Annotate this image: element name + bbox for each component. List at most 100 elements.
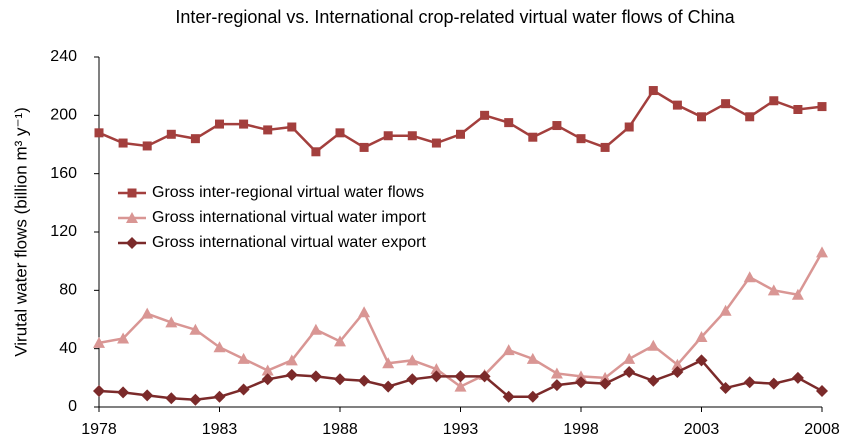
marker	[769, 96, 779, 106]
y-tick-label: 200	[50, 107, 77, 124]
marker	[213, 390, 226, 403]
marker	[358, 374, 371, 387]
marker	[430, 363, 443, 375]
marker	[118, 138, 128, 148]
marker	[93, 384, 105, 397]
marker	[261, 364, 274, 376]
chart-title: Inter-regional vs. International crop-re…	[175, 7, 735, 27]
marker	[261, 373, 274, 386]
x-tick-label: 1983	[202, 421, 238, 438]
marker	[576, 134, 586, 144]
marker	[117, 386, 130, 399]
marker	[126, 212, 138, 223]
marker	[166, 129, 176, 139]
marker	[721, 99, 731, 109]
marker	[575, 370, 587, 382]
marker	[671, 366, 684, 378]
marker	[480, 110, 490, 120]
marker	[599, 371, 612, 383]
marker	[334, 373, 346, 386]
marker	[502, 344, 515, 356]
marker	[550, 379, 563, 392]
marker	[189, 393, 202, 406]
marker	[623, 366, 636, 378]
marker	[697, 112, 706, 122]
marker	[745, 112, 755, 122]
marker	[719, 304, 732, 316]
marker	[600, 142, 610, 152]
x-tick-label: 1978	[81, 421, 117, 438]
marker	[456, 129, 465, 139]
marker	[287, 122, 297, 132]
y-tick-label: 120	[50, 223, 77, 240]
marker	[431, 138, 441, 148]
marker	[454, 380, 467, 392]
marker	[309, 370, 322, 383]
marker	[528, 132, 538, 142]
marker	[165, 316, 178, 328]
marker	[623, 352, 636, 364]
y-tick-label: 40	[59, 340, 77, 357]
marker	[647, 339, 660, 351]
x-tick-label: 1988	[322, 421, 358, 438]
series-line	[98, 251, 824, 389]
marker	[126, 237, 138, 249]
marker	[285, 368, 298, 381]
marker	[647, 374, 660, 387]
legend-label: Gross international virtual water export	[152, 234, 426, 251]
y-tick-label: 240	[50, 48, 77, 65]
marker	[215, 119, 224, 129]
marker	[672, 100, 682, 110]
marker	[504, 118, 514, 128]
marker	[311, 147, 321, 157]
marker	[719, 382, 732, 395]
x-tick-label: 2008	[804, 421, 840, 438]
marker	[406, 354, 419, 366]
marker	[743, 271, 756, 283]
marker	[189, 323, 202, 335]
marker	[671, 358, 684, 370]
marker	[142, 141, 152, 151]
marker	[526, 390, 539, 403]
marker	[791, 288, 804, 300]
marker	[382, 380, 395, 393]
marker	[599, 377, 612, 390]
x-tick-label: 1993	[443, 421, 479, 438]
marker	[382, 357, 395, 369]
marker	[141, 307, 154, 319]
y-tick-label: 80	[59, 282, 77, 299]
series-line	[98, 88, 823, 154]
x-tick-label: 2003	[684, 421, 720, 438]
y-axis-label: Virutal water flows (billion m³ y⁻¹)	[11, 107, 30, 357]
marker	[117, 332, 130, 344]
legend-label: Gross inter-regional virtual water flows	[152, 184, 424, 201]
marker	[141, 389, 154, 402]
marker	[817, 102, 827, 112]
marker	[190, 134, 200, 144]
marker	[309, 323, 322, 335]
marker	[695, 354, 708, 367]
marker	[358, 306, 371, 318]
marker	[454, 370, 467, 383]
marker	[237, 352, 250, 364]
marker	[552, 121, 562, 131]
marker	[816, 246, 828, 258]
marker	[478, 370, 491, 383]
marker	[383, 131, 393, 141]
marker	[94, 128, 104, 138]
marker	[335, 128, 345, 138]
marker	[237, 383, 250, 396]
marker	[767, 284, 780, 296]
y-tick-label: 0	[68, 398, 77, 415]
marker	[816, 384, 828, 397]
marker	[407, 131, 417, 141]
marker	[743, 376, 756, 389]
x-tick-label: 1998	[563, 421, 599, 438]
marker	[575, 376, 587, 389]
marker	[406, 373, 419, 386]
marker	[263, 125, 273, 135]
marker	[648, 86, 658, 96]
marker	[127, 188, 137, 198]
marker	[165, 392, 178, 405]
